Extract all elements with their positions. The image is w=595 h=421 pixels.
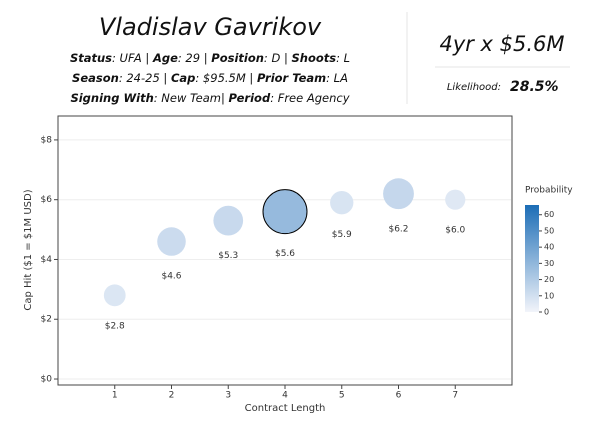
info-line: Status: UFA | Age: 29 | Position: D | Sh…	[70, 51, 350, 65]
value-label: $2.8	[105, 322, 125, 332]
bubble	[103, 284, 126, 307]
info-value: : 29 |	[178, 51, 211, 65]
y-tick-label: $6	[41, 195, 53, 205]
x-tick-label: 7	[452, 391, 458, 401]
value-label: $4.6	[161, 271, 181, 281]
info-value: : UFA |	[112, 51, 153, 65]
colorbar-tick-label: 60	[544, 210, 554, 219]
x-tick-label: 1	[112, 391, 118, 401]
bubble	[262, 189, 308, 235]
info-label: Status	[70, 51, 112, 65]
colorbar-tick-label: 20	[544, 275, 554, 284]
info-label: Age	[152, 51, 178, 65]
x-tick-label: 5	[339, 391, 345, 401]
x-tick-label: 4	[282, 391, 288, 401]
info-value: : $95.5M |	[195, 71, 257, 85]
info-line: Season: 24-25 | Cap: $95.5M | Prior Team…	[72, 71, 348, 85]
info-label: Cap	[171, 71, 195, 85]
info-value: : D |	[264, 51, 292, 65]
info-label: Prior Team	[257, 71, 326, 85]
info-line: Signing With: New Team| Period: Free Age…	[70, 91, 349, 105]
colorbar-tick-label: 30	[544, 259, 554, 268]
bubble	[383, 178, 414, 210]
contract: 4yr x $5.6M	[439, 32, 564, 56]
colorbar-title: Probability	[525, 186, 573, 196]
info-label: Period	[229, 91, 271, 105]
info-value: : LA	[326, 71, 348, 85]
colorbar-tick-label: 50	[544, 226, 554, 235]
likelihood-label: Likelihood:	[447, 82, 501, 93]
likelihood: 28.5%	[510, 79, 559, 95]
x-tick-label: 3	[225, 391, 231, 401]
bubble	[213, 205, 244, 236]
info-value: : 24-25 |	[119, 71, 171, 85]
info-label: Shoots	[292, 51, 337, 65]
x-tick-label: 2	[169, 391, 175, 401]
y-tick-label: $0	[41, 375, 53, 385]
value-label: $5.3	[218, 251, 238, 261]
value-label: $6.0	[445, 225, 465, 235]
player-name: Vladislav Gavrikov	[99, 13, 322, 41]
value-label: $5.9	[332, 230, 352, 240]
info-label: Position	[211, 51, 264, 65]
info-value: : Free Agency	[270, 91, 350, 105]
value-label: $6.2	[388, 225, 408, 235]
y-tick-label: $4	[41, 255, 53, 265]
colorbar	[525, 205, 539, 312]
y-axis-title: Cap Hit ($1 = $1M USD)	[23, 189, 34, 310]
y-tick-label: $2	[41, 315, 52, 325]
x-axis-title: Contract Length	[245, 403, 326, 414]
value-label: $5.6	[275, 249, 295, 259]
bubble	[157, 227, 186, 256]
x-tick-label: 6	[396, 391, 402, 401]
bubble	[445, 189, 466, 210]
colorbar-tick-label: 40	[544, 243, 554, 252]
info-label: Season	[72, 71, 119, 85]
info-label: Signing With	[70, 91, 153, 105]
info-value: : New Team|	[154, 91, 229, 105]
colorbar-tick-label: 10	[544, 291, 554, 300]
info-value: : L	[336, 51, 350, 65]
y-tick-label: $8	[41, 135, 53, 145]
bubble	[330, 191, 354, 215]
colorbar-tick-label: 0	[544, 308, 549, 317]
